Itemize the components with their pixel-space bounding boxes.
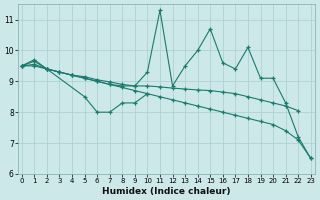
- X-axis label: Humidex (Indice chaleur): Humidex (Indice chaleur): [102, 187, 230, 196]
